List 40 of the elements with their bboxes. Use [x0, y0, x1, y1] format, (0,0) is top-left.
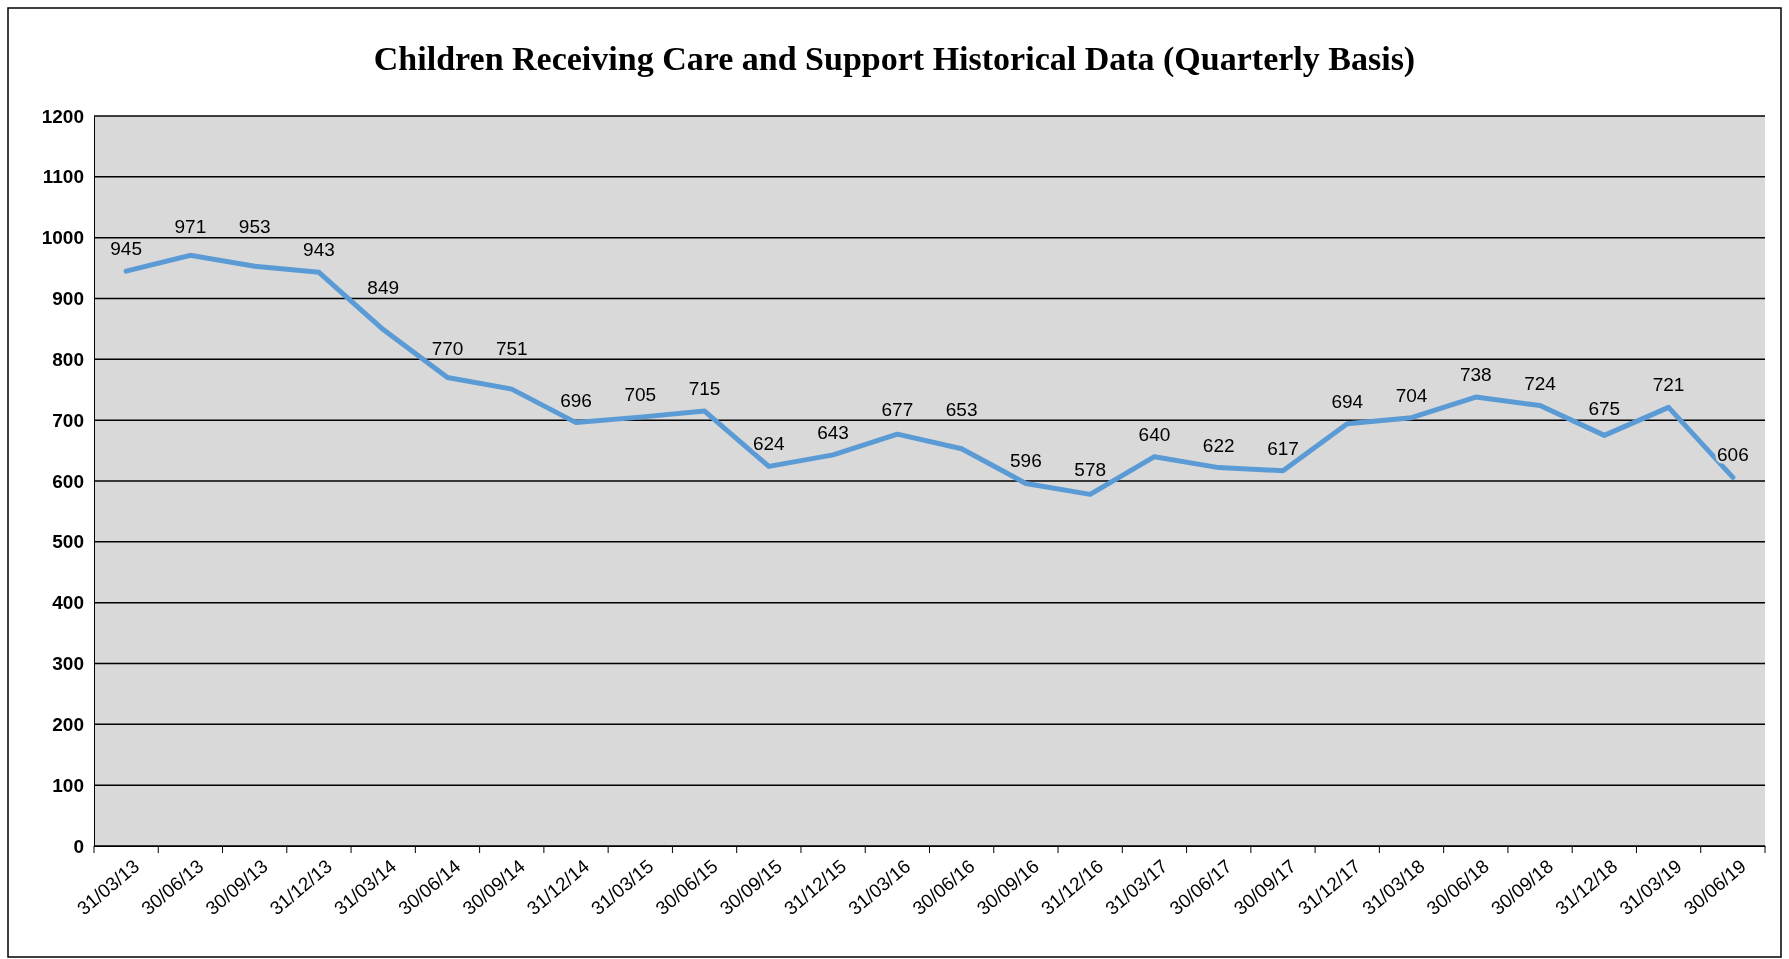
- data-label: 617: [1267, 437, 1299, 459]
- data-label: 738: [1459, 364, 1492, 386]
- y-tick-label: 1100: [42, 166, 84, 188]
- data-label: 622: [1202, 434, 1235, 456]
- data-label: 696: [560, 389, 592, 411]
- y-tick-label: 800: [52, 348, 84, 370]
- y-tick-label: 200: [52, 713, 84, 735]
- data-label: 751: [495, 338, 528, 360]
- data-label: 653: [945, 398, 978, 420]
- data-label: 704: [1395, 384, 1428, 406]
- y-tick-label: 100: [52, 774, 84, 796]
- y-tick-label: 1200: [41, 105, 84, 127]
- data-label: 953: [238, 216, 271, 238]
- data-label: 675: [1588, 398, 1621, 420]
- data-label: 624: [752, 433, 786, 455]
- data-label: 945: [110, 238, 142, 260]
- chart-title: Children Receiving Care and Support Historical Data (Quarterly Basis): [373, 40, 1416, 78]
- y-tick-label: 1000: [41, 227, 84, 249]
- data-label: 705: [624, 384, 657, 406]
- data-label: 643: [817, 421, 849, 443]
- y-tick-label: 600: [52, 470, 84, 492]
- y-tick-label: 300: [52, 653, 84, 675]
- data-label: 694: [1331, 390, 1364, 412]
- data-label: 596: [1010, 450, 1042, 472]
- y-tick-label: 700: [52, 409, 84, 431]
- data-label: 943: [303, 239, 335, 261]
- y-tick-label: 900: [52, 288, 84, 310]
- data-label: 971: [174, 216, 207, 238]
- y-tick-label: 400: [52, 592, 84, 614]
- data-label: 606: [1717, 444, 1749, 466]
- data-label: 640: [1138, 423, 1171, 445]
- data-label: 715: [688, 378, 721, 400]
- y-tick-label: 0: [73, 835, 84, 857]
- data-label: 677: [881, 399, 914, 421]
- data-label: 578: [1074, 459, 1107, 481]
- data-label: 724: [1524, 372, 1557, 394]
- y-tick-label: 500: [52, 531, 84, 553]
- data-label: 721: [1652, 374, 1685, 396]
- data-label: 770: [431, 337, 464, 359]
- data-label: 849: [367, 276, 400, 298]
